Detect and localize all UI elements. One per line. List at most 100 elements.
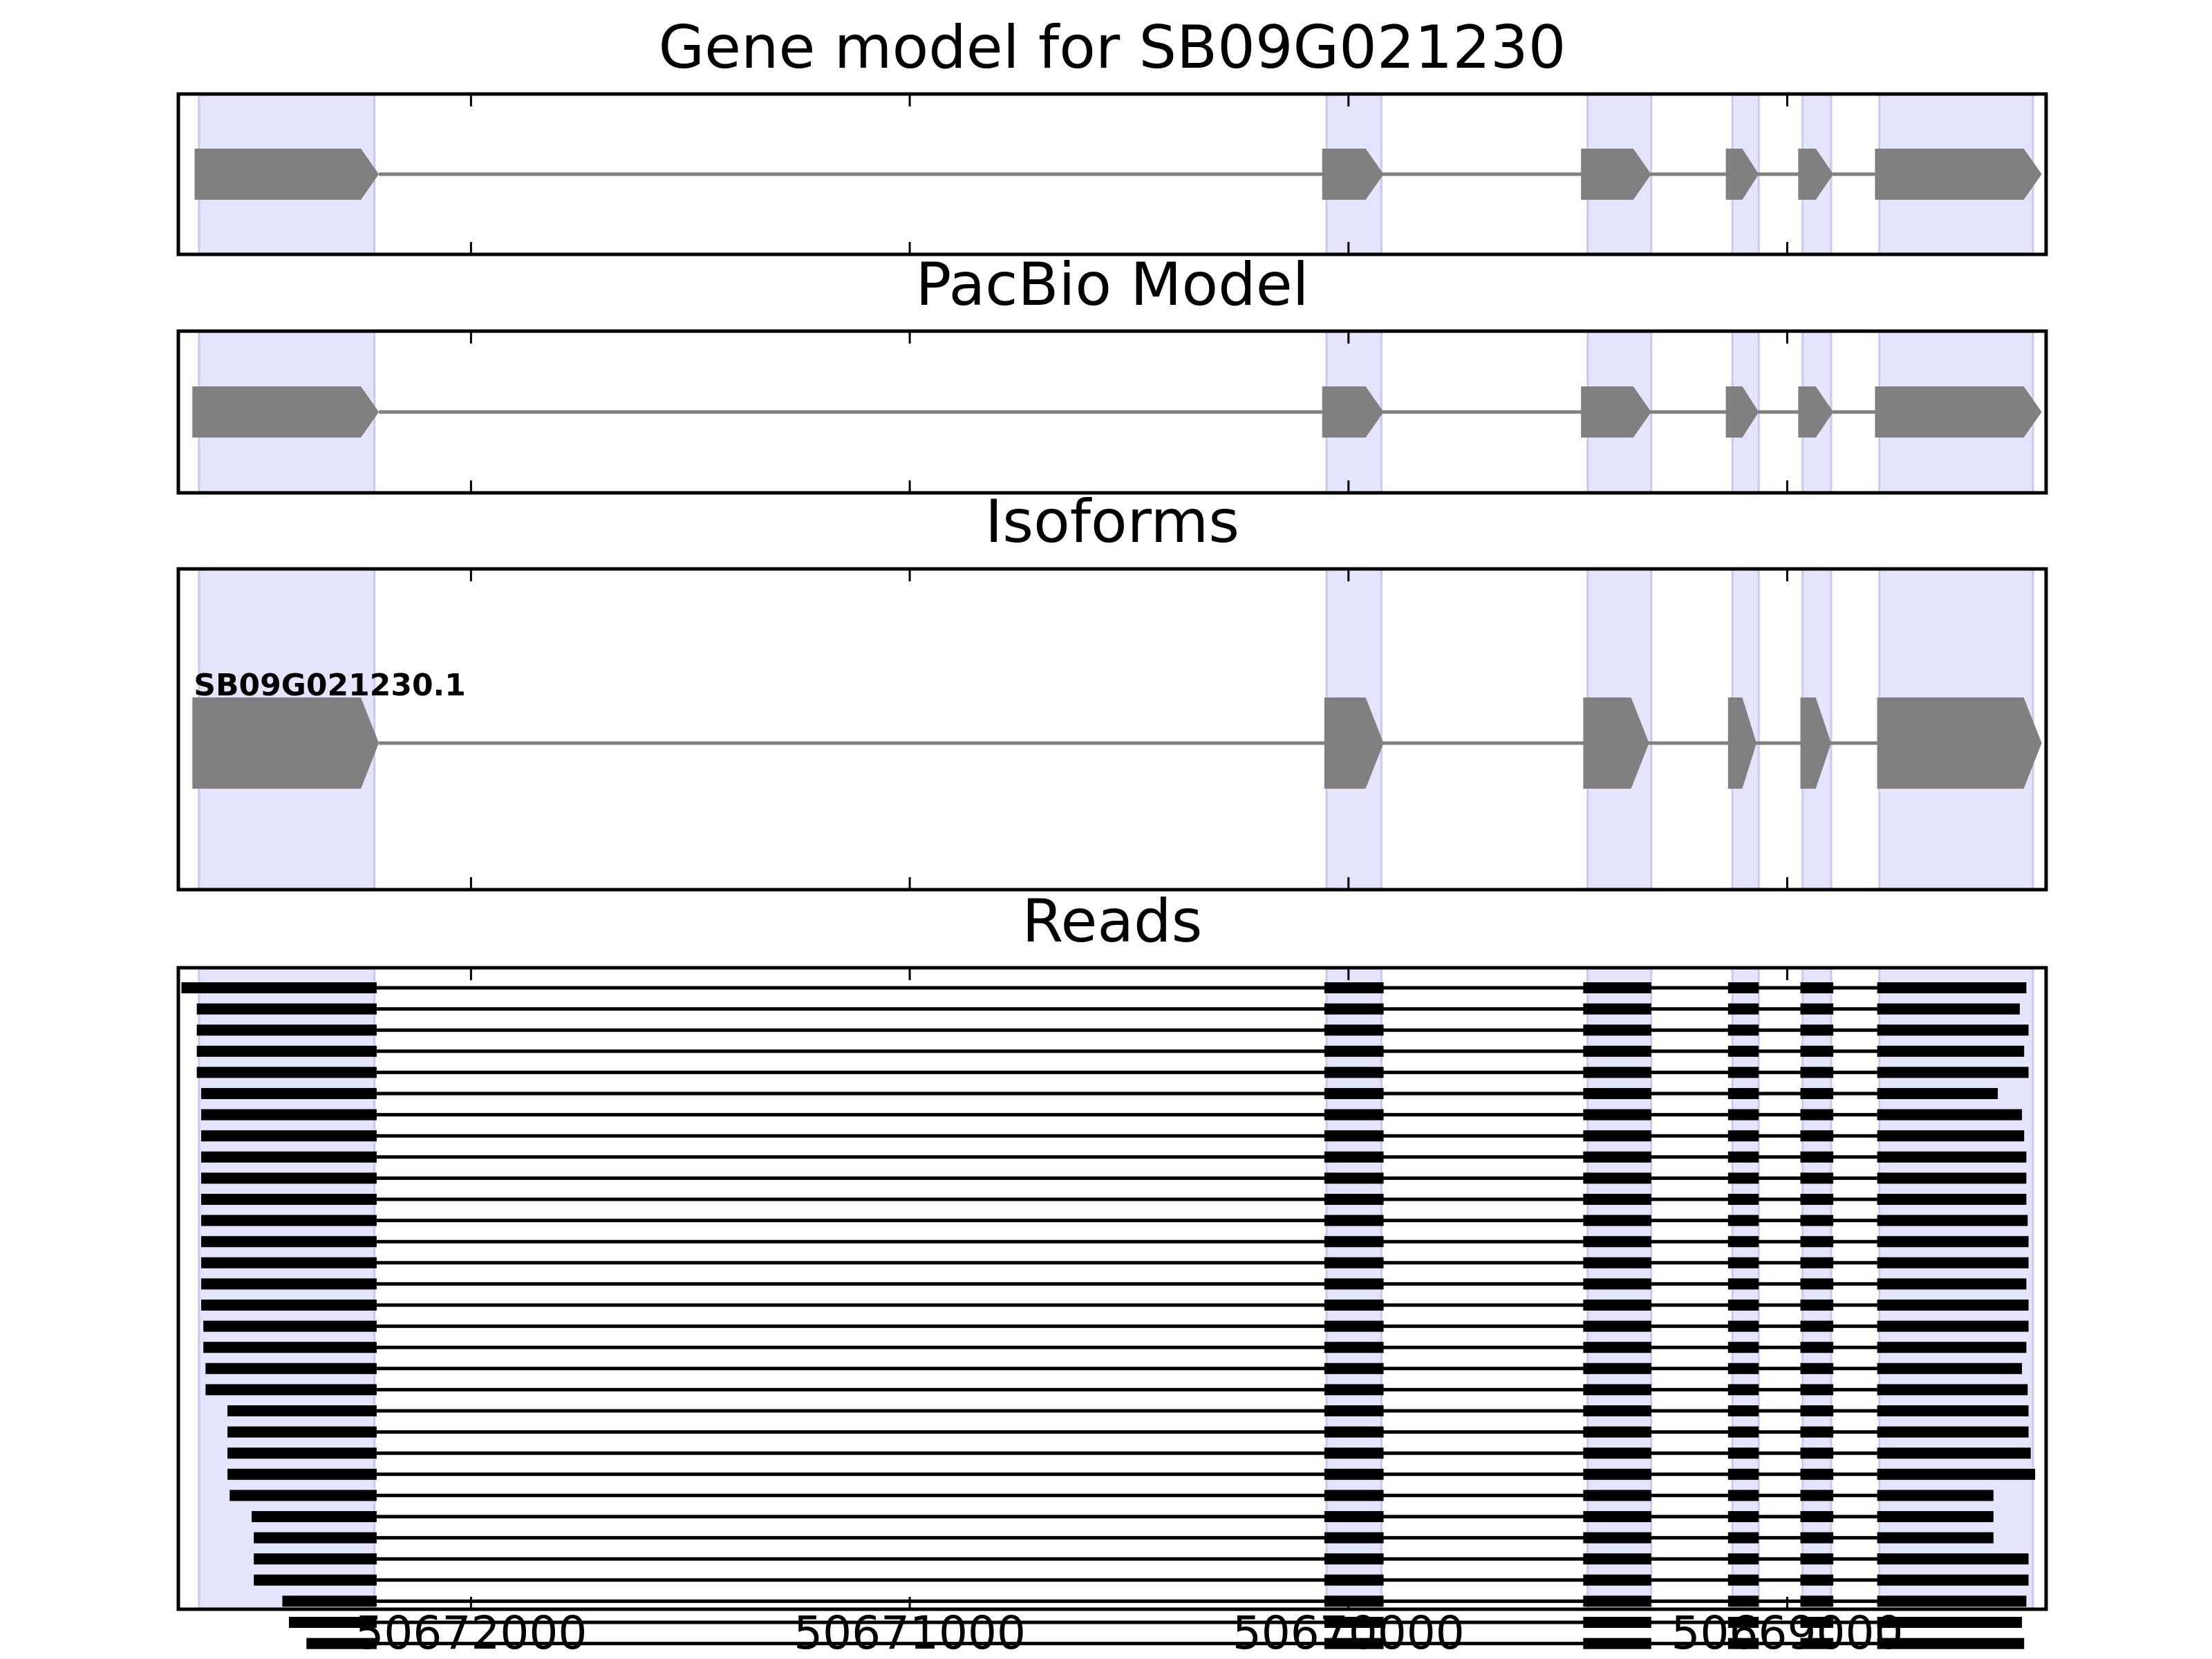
- read-exon-block: [1583, 1300, 1651, 1311]
- read-exon-block: [205, 1362, 377, 1374]
- read-exon-block: [1324, 1468, 1384, 1480]
- read-exon-block: [1877, 1257, 2029, 1268]
- read-exon-block: [1727, 1320, 1759, 1332]
- read-exon-block: [1324, 1045, 1384, 1057]
- read-exon-block: [1800, 1342, 1834, 1353]
- read-exon-block: [1324, 1278, 1384, 1290]
- read-exon-block: [1877, 1109, 2023, 1121]
- read-exon-block: [1324, 1638, 1384, 1649]
- x-tick-label: 50672000: [355, 1606, 587, 1659]
- read-exon-block: [1583, 1130, 1651, 1142]
- read-exon-block: [1727, 1130, 1759, 1142]
- read-alignment: [227, 1468, 2036, 1480]
- read-exon-block: [1727, 1278, 1759, 1290]
- read-exon-block: [1877, 1151, 2027, 1163]
- panel-frame: [176, 92, 2048, 256]
- read-exon-block: [1583, 1426, 1651, 1438]
- read-exon-block: [1727, 1151, 1759, 1163]
- read-exon-block: [1877, 1342, 2027, 1353]
- read-exon-block: [1583, 1109, 1651, 1121]
- read-alignment: [203, 1320, 2029, 1332]
- panel-title: Gene model for SB09G021230: [659, 13, 1566, 82]
- read-exon-block: [1324, 1574, 1384, 1586]
- read-exon-block: [1800, 1511, 1834, 1522]
- read-exon-block: [1800, 1003, 1834, 1015]
- panel-title: PacBio Model: [915, 250, 1309, 319]
- read-exon-block: [1727, 1468, 1759, 1480]
- exon: [1798, 149, 1834, 200]
- read-exon-block: [1727, 1109, 1759, 1121]
- read-exon-block: [1324, 1320, 1384, 1332]
- read-exon-block: [288, 1617, 377, 1628]
- read-exon-block: [1877, 1426, 2029, 1438]
- read-exon-block: [1877, 1003, 2020, 1015]
- read-exon-block: [1324, 1300, 1384, 1311]
- x-tick-label: 50671000: [794, 1606, 1026, 1659]
- isoform-label: SB09G021230.1: [194, 668, 466, 703]
- panel-reads-3: Reads: [176, 887, 2048, 1649]
- read-exon-block: [1583, 1595, 1651, 1607]
- read-exon-block: [1727, 1595, 1759, 1607]
- read-exon-block: [1324, 1024, 1384, 1036]
- read-exon-block: [1727, 1300, 1759, 1311]
- read-exon-block: [1583, 1638, 1651, 1649]
- read-exon-block: [1727, 1574, 1759, 1586]
- read-exon-block: [1877, 1468, 2036, 1480]
- read-exon-block: [1800, 1151, 1834, 1163]
- read-exon-block: [1324, 1257, 1384, 1268]
- read-exon-block: [1800, 1553, 1834, 1565]
- read-exon-block: [1727, 1638, 1759, 1649]
- read-exon-block: [1324, 1151, 1384, 1163]
- read-alignment: [229, 1490, 1994, 1501]
- exon: [1583, 697, 1649, 789]
- read-exon-block: [1877, 1320, 2029, 1332]
- panel-frame: [176, 329, 2048, 495]
- read-exon-block: [1324, 1067, 1384, 1078]
- read-exon-block: [1800, 1257, 1834, 1268]
- read-exon-block: [1583, 1151, 1651, 1163]
- read-exon-block: [1727, 1257, 1759, 1268]
- read-exon-block: [1583, 1215, 1651, 1226]
- read-exon-block: [201, 1300, 377, 1311]
- exon: [1727, 697, 1757, 789]
- read-exon-block: [1877, 1617, 2023, 1628]
- read-exon-block: [1800, 1384, 1834, 1396]
- read-exon-block: [1583, 1490, 1651, 1501]
- read-exon-block: [1324, 1532, 1384, 1544]
- panel-frame: [176, 567, 2048, 892]
- panel-frame: [176, 966, 2048, 1611]
- read-alignment: [306, 1638, 2025, 1649]
- read-alignment: [227, 1405, 2029, 1416]
- read-exon-block: [227, 1426, 377, 1438]
- read-exon-block: [1324, 1553, 1384, 1565]
- read-exon-block: [1877, 1215, 2028, 1226]
- read-exon-block: [1324, 1595, 1384, 1607]
- read-exon-block: [254, 1532, 377, 1544]
- read-exon-block: [201, 1194, 377, 1205]
- panel-model-1: PacBio Model: [176, 250, 2048, 495]
- read-exon-block: [1727, 1362, 1759, 1374]
- read-exon-block: [1324, 1384, 1384, 1396]
- read-exon-block: [1800, 1468, 1834, 1480]
- read-exon-block: [1583, 1024, 1651, 1036]
- read-alignment: [181, 982, 2027, 993]
- read-exon-block: [1727, 1172, 1759, 1184]
- read-exon-block: [1583, 1194, 1651, 1205]
- read-alignment: [201, 1088, 1998, 1099]
- read-exon-block: [1877, 1172, 2027, 1184]
- read-exon-block: [1877, 1405, 2029, 1416]
- exon: [1725, 386, 1759, 438]
- x-tick-label: 50670000: [1232, 1606, 1465, 1659]
- read-alignment: [201, 1109, 2023, 1121]
- read-exon-block: [1727, 1426, 1759, 1438]
- read-exon-block: [201, 1109, 377, 1121]
- read-alignment: [282, 1595, 2027, 1607]
- read-exon-block: [1727, 1490, 1759, 1501]
- read-exon-block: [196, 1024, 377, 1036]
- read-exon-block: [1800, 1405, 1834, 1416]
- read-exon-block: [1800, 1194, 1834, 1205]
- exon: [1800, 697, 1831, 789]
- read-exon-block: [1727, 1553, 1759, 1565]
- read-alignment: [203, 1342, 2027, 1353]
- read-exon-block: [1877, 1384, 2028, 1396]
